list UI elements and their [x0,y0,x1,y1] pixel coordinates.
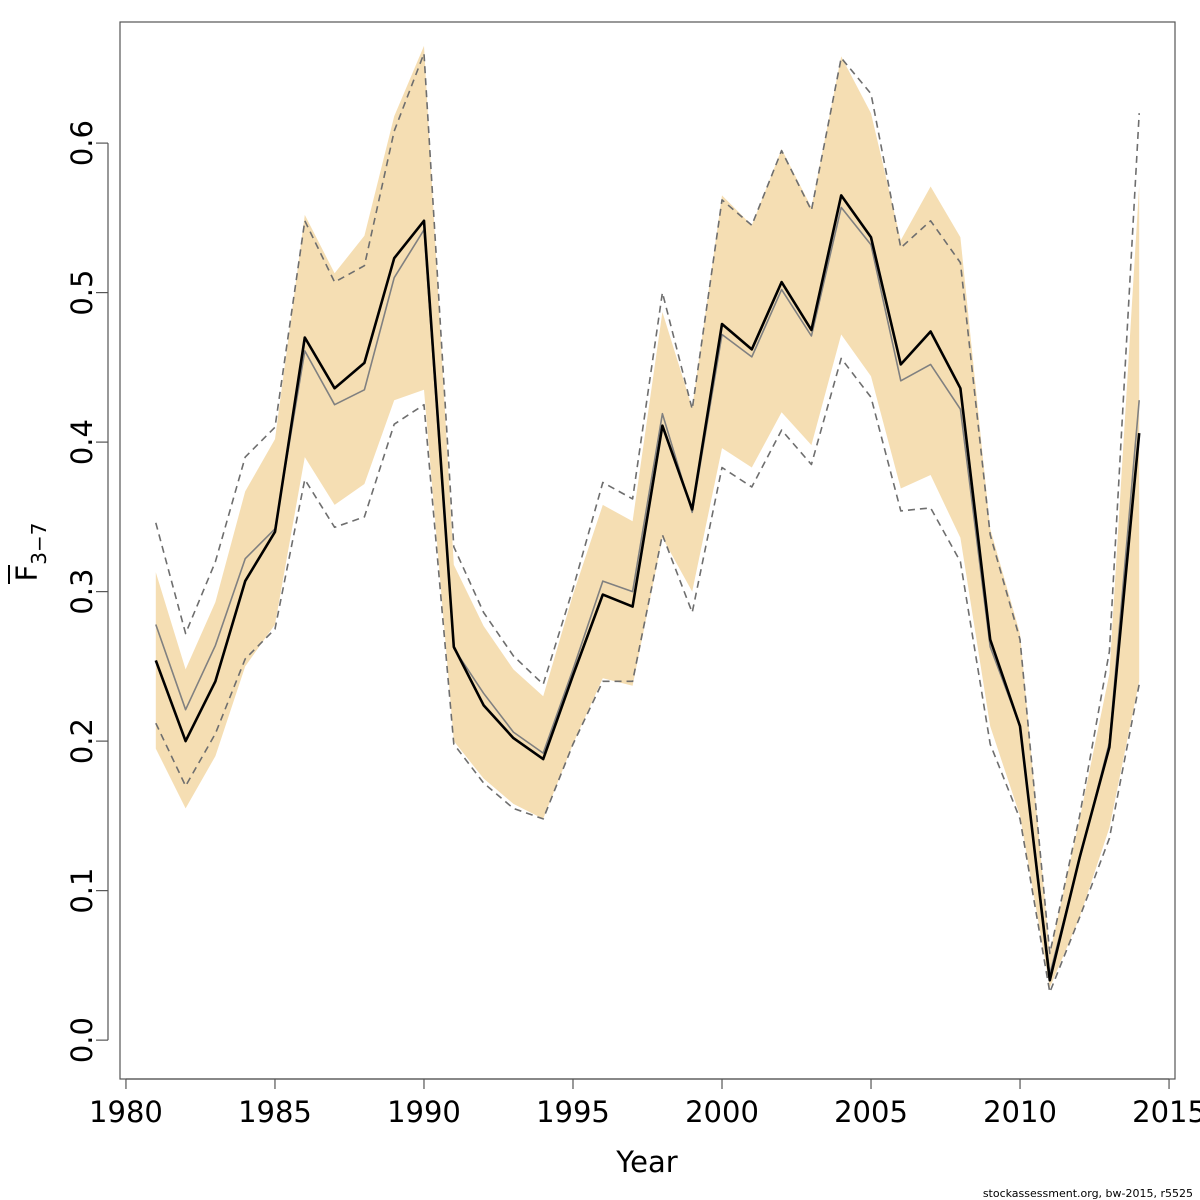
y-tick-label: 0.1 [65,868,99,914]
y-axis-title: F3−7 [8,523,51,584]
x-tick-label: 2010 [983,1095,1057,1129]
x-tick-label: 1985 [238,1095,312,1129]
y-axis-title-symbol: F [10,565,44,582]
x-tick-label: 1995 [536,1095,610,1129]
y-axis: 0.0 0.1 0.2 0.3 0.4 0.5 0.6 [65,120,109,1063]
y-tick-label: 0.4 [65,419,99,465]
series-line-2-dashed [155,52,1140,955]
svg-text:F3−7: F3−7 [10,523,51,582]
x-tick-label: 1980 [89,1095,163,1129]
x-tick-label: 2005 [834,1095,908,1129]
y-tick-label: 0.5 [65,270,99,316]
x-tick-label: 2015 [1132,1095,1200,1129]
plot-area [154,45,1141,994]
y-tick-label: 0.6 [65,120,99,166]
footer-credit: stockassessment.org, bw-2015, r5525 [983,1187,1193,1200]
x-tick-label: 2000 [685,1095,759,1129]
x-tick-label: 1990 [387,1095,461,1129]
y-tick-label: 0.3 [65,569,99,615]
y-tick-label: 0.2 [65,718,99,764]
series-line-0-thick-solid [154,194,1141,982]
x-axis-title: Year [615,1145,677,1179]
y-tick-label: 0.0 [65,1017,99,1063]
series-line-3-dashed [155,357,1140,994]
series-line-1-thin-solid [155,206,1140,976]
x-axis: 1980 1985 1990 1995 2000 2005 2010 2015 [89,1078,1200,1129]
y-axis-title-subscript: 3−7 [27,523,51,565]
